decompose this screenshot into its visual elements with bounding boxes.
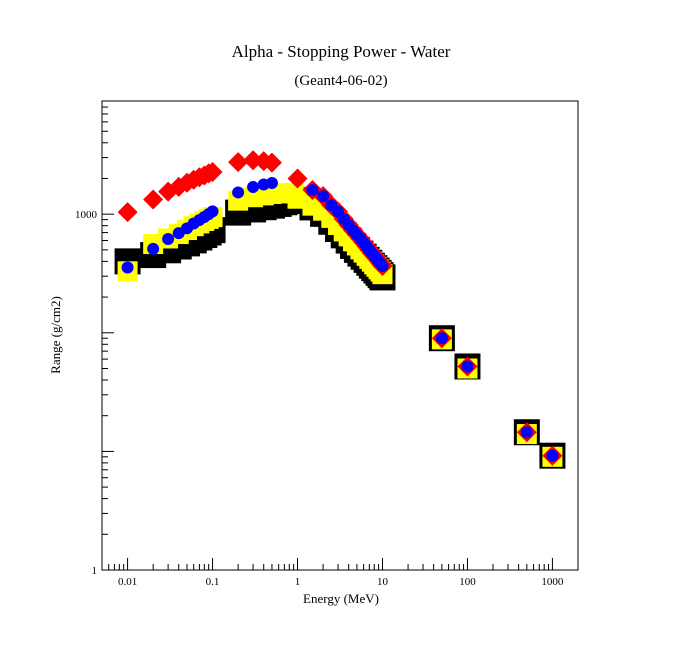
x-tick-label: 100: [459, 576, 476, 588]
y-tick-label: 1000: [75, 209, 98, 221]
blue-circle-point: [147, 242, 160, 255]
red-diamond-point: [261, 152, 282, 173]
chart-title: Alpha - Stopping Power - Water: [232, 42, 451, 61]
blue-circle-point: [206, 205, 219, 218]
red-diamond-point: [287, 168, 308, 189]
chart-subtitle: (Geant4-06-02): [294, 73, 387, 89]
blue-circle-point: [461, 360, 474, 373]
blue-circle-point: [247, 180, 260, 193]
y-axis-label: Range (g/cm2): [48, 296, 63, 374]
blue-circle-point: [546, 449, 559, 462]
axis-ticks: 0.01 0.1 1 10 100 1000 1 1000: [75, 100, 579, 588]
blue-circle-point: [376, 259, 389, 272]
data-points: [114, 150, 566, 469]
y-tick-label: 1: [92, 565, 98, 577]
blue-circle-point: [435, 332, 448, 345]
x-axis-label: Energy (MeV): [303, 591, 379, 606]
x-tick-label: 0.01: [118, 576, 137, 588]
x-tick-label: 1000: [541, 576, 564, 588]
red-diamond-point: [202, 161, 223, 182]
blue-circle-point: [232, 186, 245, 199]
plot-frame: [101, 100, 579, 571]
blue-circle-point: [265, 177, 278, 190]
red-diamond-point: [228, 152, 249, 173]
blue-circle-point: [520, 426, 533, 439]
red-diamond-point: [117, 202, 138, 223]
blue-circle-point: [317, 190, 330, 203]
red-diamond-point: [143, 189, 164, 210]
x-tick-label: 1: [295, 576, 301, 588]
x-tick-label: 0.1: [206, 576, 220, 588]
blue-circle-point: [306, 183, 319, 196]
x-tick-label: 10: [377, 576, 389, 588]
blue-circle-point: [121, 261, 134, 274]
blue-circle-point: [162, 232, 175, 245]
